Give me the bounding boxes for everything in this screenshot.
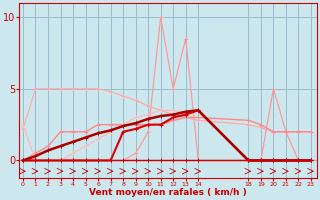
X-axis label: Vent moyen/en rafales ( km/h ): Vent moyen/en rafales ( km/h ) (89, 188, 247, 197)
